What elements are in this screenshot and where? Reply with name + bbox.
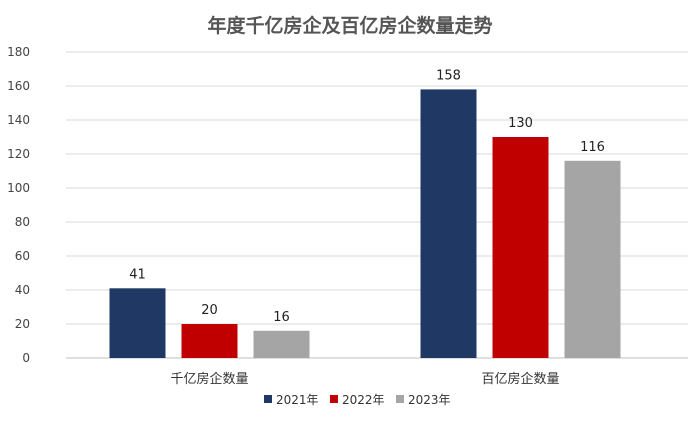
y-tick-label: 180 [7,45,30,59]
data-label: 41 [129,267,146,282]
legend-label: 2023年 [408,393,451,407]
legend-label: 2022年 [342,393,385,407]
legend-swatch [264,395,272,403]
bar-2023年-千亿房企数量 [253,330,310,358]
y-tick-label: 0 [22,351,30,365]
bar-2022年-百亿房企数量 [492,137,549,358]
y-tick-label: 120 [7,147,30,161]
y-axis-ticks: 0 20 40 60 80 100 120 140 160 180 [7,45,30,365]
bar-2023年-百亿房企数量 [564,160,621,358]
data-label: 116 [580,140,605,155]
x-category-label: 千亿房企数量 [170,371,248,387]
gridlines [66,51,688,359]
x-axis-categories: 千亿房企数量 百亿房企数量 [170,371,559,387]
data-label: 20 [201,303,218,318]
bar-2021年-百亿房企数量 [420,89,477,359]
legend-label: 2021年 [276,393,319,407]
chart-title: 年度千亿房企及百亿房企数量走势 [207,14,492,37]
legend-swatch [396,395,404,403]
data-labels: 41 20 16 158 130 116 [129,68,605,324]
bar-2021年-千亿房企数量 [109,288,166,358]
x-category-label: 百亿房企数量 [481,371,559,387]
bars [109,89,621,359]
data-label: 158 [436,68,461,83]
y-tick-label: 140 [7,113,30,127]
bar-2022年-千亿房企数量 [181,324,238,358]
y-tick-label: 40 [15,283,30,297]
data-label: 130 [508,116,533,131]
legend-swatch [330,395,338,403]
y-tick-label: 60 [15,249,30,263]
data-label: 16 [273,310,290,325]
y-tick-label: 160 [7,79,30,93]
y-tick-label: 20 [15,317,30,331]
legend: 2021年 2022年 2023年 [264,393,451,407]
y-tick-label: 80 [15,215,30,229]
y-tick-label: 100 [7,181,30,195]
